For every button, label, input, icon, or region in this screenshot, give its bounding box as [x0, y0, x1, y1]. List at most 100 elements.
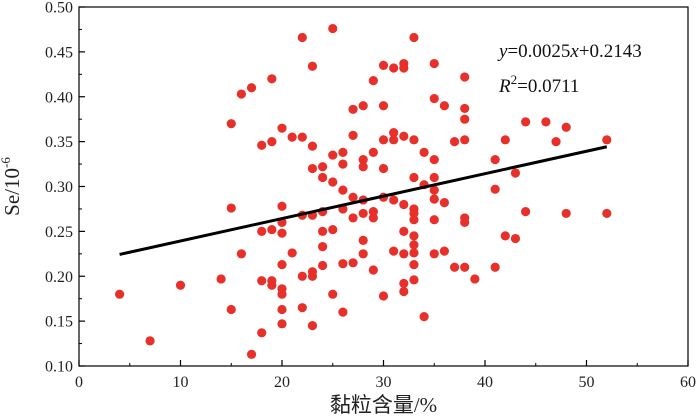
data-point — [328, 224, 338, 235]
data-point — [439, 101, 449, 111]
data-point — [358, 162, 368, 172]
data-point — [490, 262, 500, 272]
data-point — [348, 104, 358, 114]
data-point — [318, 226, 328, 236]
data-point — [460, 103, 470, 114]
data-point — [602, 135, 612, 145]
data-point — [348, 258, 358, 268]
data-point — [419, 147, 429, 157]
data-point — [409, 248, 419, 258]
data-point — [378, 291, 389, 301]
y-tick-labels: 0.10 0.15 0.20 0.25 0.30 0.35 0.40 0.45 0.50 — [45, 0, 73, 376]
data-point — [449, 137, 460, 147]
data-points — [115, 23, 612, 359]
data-point — [561, 208, 571, 219]
data-point — [226, 304, 236, 315]
data-point — [307, 321, 318, 331]
data-point — [460, 262, 470, 272]
data-point — [409, 240, 419, 250]
data-point — [318, 242, 328, 252]
data-point — [378, 60, 389, 70]
regression-equation: y=0.0025x+0.2143 — [497, 41, 642, 62]
data-point — [429, 194, 439, 204]
data-point — [378, 163, 389, 174]
x-axis-title: 黏粒含量/% — [330, 393, 437, 417]
data-point — [399, 199, 409, 210]
y-tick-label: 0.10 — [45, 359, 73, 376]
data-point — [419, 312, 429, 322]
data-point — [226, 203, 236, 213]
data-point — [449, 262, 460, 272]
data-point — [277, 319, 287, 329]
data-point — [277, 289, 287, 299]
y-axis-title-exponent: -6 — [0, 157, 13, 168]
data-point — [267, 280, 277, 290]
data-point — [409, 172, 419, 183]
data-point — [246, 349, 257, 359]
data-point — [257, 328, 267, 338]
data-point — [358, 249, 368, 259]
y-tick-label: 0.25 — [45, 224, 73, 241]
data-point — [378, 101, 389, 111]
data-point — [460, 72, 470, 82]
data-point — [277, 304, 287, 315]
data-point — [389, 246, 399, 256]
data-point — [399, 286, 409, 297]
r2-value: =0.0711 — [517, 76, 579, 97]
data-point — [368, 147, 378, 157]
data-point — [328, 150, 338, 160]
x-tick-label: 10 — [173, 374, 189, 391]
data-point — [277, 123, 287, 133]
data-point — [267, 137, 277, 147]
data-point — [389, 128, 399, 138]
data-point — [328, 177, 338, 187]
data-point — [277, 259, 287, 270]
data-point — [277, 201, 287, 211]
data-point — [521, 207, 531, 217]
data-point — [409, 215, 419, 225]
data-point — [490, 154, 500, 165]
y-tick-label: 0.40 — [45, 89, 73, 106]
data-point — [307, 61, 318, 71]
data-point — [328, 23, 338, 34]
data-point — [409, 32, 419, 43]
data-point — [551, 137, 561, 147]
data-point — [389, 195, 399, 205]
y-tick-label: 0.50 — [45, 0, 73, 17]
data-point — [358, 154, 368, 165]
data-point — [429, 58, 439, 69]
data-point — [257, 226, 267, 236]
data-point — [409, 275, 419, 285]
data-point — [429, 93, 439, 104]
y-axis-title-main: Se/10 — [0, 168, 24, 216]
data-point — [399, 249, 409, 259]
y-tick-label: 0.35 — [45, 134, 73, 151]
data-point — [358, 101, 368, 111]
data-point — [318, 162, 328, 172]
data-point — [267, 224, 277, 235]
r2-symbol: R — [498, 76, 511, 97]
data-point — [145, 336, 155, 346]
data-point — [297, 303, 307, 313]
data-point — [267, 74, 277, 84]
y-axis-title: Se/10-6 — [0, 157, 24, 216]
data-point — [236, 89, 246, 99]
data-point — [277, 228, 287, 238]
data-point — [429, 215, 439, 225]
x-tick-label: 40 — [477, 374, 493, 391]
data-point — [348, 213, 358, 223]
x-tick-label: 20 — [274, 374, 290, 391]
data-point — [389, 63, 399, 73]
data-point — [510, 168, 521, 178]
y-tick-label: 0.15 — [45, 314, 73, 331]
data-point — [358, 235, 368, 245]
data-point — [429, 185, 439, 195]
data-point — [429, 154, 439, 165]
x-tick-label: 50 — [579, 374, 595, 391]
y-tick-label: 0.20 — [45, 269, 73, 286]
data-point — [297, 271, 307, 281]
data-point — [338, 147, 348, 157]
data-point — [226, 119, 236, 129]
data-point — [348, 130, 358, 140]
data-point — [490, 184, 500, 194]
